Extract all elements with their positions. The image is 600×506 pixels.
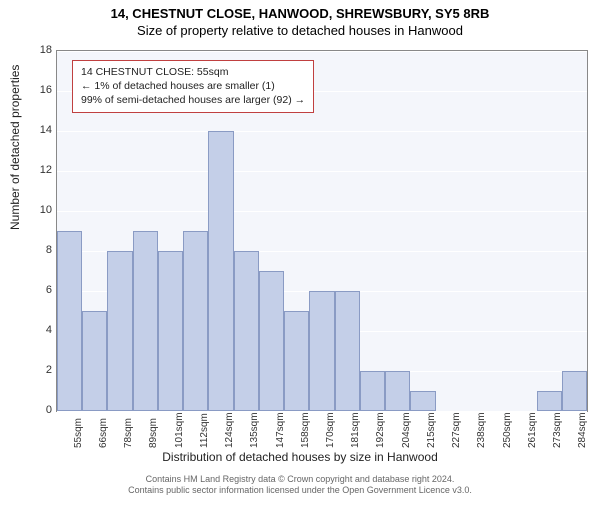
y-tick-label: 16	[28, 84, 52, 96]
x-tick-label: 170sqm	[325, 412, 336, 448]
x-tick-label: 273sqm	[552, 412, 563, 448]
x-tick-label: 112sqm	[199, 413, 210, 448]
info-line-2: ← 1% of detached houses are smaller (1)	[81, 79, 305, 93]
bar	[82, 311, 107, 411]
x-tick-label: 284sqm	[577, 412, 588, 448]
y-tick-label: 6	[28, 284, 52, 296]
x-tick-label: 261sqm	[527, 412, 538, 448]
bar	[410, 391, 435, 411]
x-tick-label: 147sqm	[275, 412, 286, 448]
y-tick-label: 8	[28, 244, 52, 256]
bar	[537, 391, 562, 411]
y-axis-label: Number of detached properties	[8, 65, 22, 230]
bar	[309, 291, 334, 411]
title-address: 14, CHESTNUT CLOSE, HANWOOD, SHREWSBURY,…	[0, 6, 600, 21]
x-tick-label: 250sqm	[502, 412, 513, 448]
bar	[335, 291, 360, 411]
bar	[133, 231, 158, 411]
x-tick-label: 181sqm	[350, 412, 361, 448]
bar	[57, 231, 82, 411]
bar	[107, 251, 132, 411]
x-tick-label: 192sqm	[375, 412, 386, 448]
x-tick-label: 124sqm	[224, 412, 235, 448]
x-tick-label: 78sqm	[123, 418, 134, 448]
info-box: 14 CHESTNUT CLOSE: 55sqm ← 1% of detache…	[72, 60, 314, 113]
footer-line-2: Contains public sector information licen…	[0, 485, 600, 496]
y-tick-label: 12	[28, 164, 52, 176]
grid-line	[57, 211, 587, 212]
bar	[158, 251, 183, 411]
x-tick-label: 158sqm	[300, 412, 311, 448]
bar	[284, 311, 309, 411]
x-tick-label: 66sqm	[98, 418, 109, 448]
bar	[562, 371, 587, 411]
x-axis-label: Distribution of detached houses by size …	[0, 450, 600, 464]
bar	[208, 131, 233, 411]
footer-attribution: Contains HM Land Registry data © Crown c…	[0, 474, 600, 497]
grid-line	[57, 131, 587, 132]
x-tick-label: 89sqm	[148, 418, 159, 448]
x-tick-label: 238sqm	[476, 412, 487, 448]
grid-line	[57, 51, 587, 52]
info-line-1: 14 CHESTNUT CLOSE: 55sqm	[81, 65, 305, 79]
x-tick-label: 55sqm	[73, 418, 84, 448]
y-tick-label: 14	[28, 124, 52, 136]
bar	[183, 231, 208, 411]
y-tick-label: 2	[28, 364, 52, 376]
y-tick-label: 18	[28, 44, 52, 56]
y-tick-label: 10	[28, 204, 52, 216]
title-subtitle: Size of property relative to detached ho…	[0, 23, 600, 38]
x-tick-label: 204sqm	[401, 412, 412, 448]
bar	[259, 271, 284, 411]
bar	[385, 371, 410, 411]
x-tick-label: 227sqm	[451, 412, 462, 448]
bar	[360, 371, 385, 411]
x-tick-label: 101sqm	[174, 412, 185, 448]
x-tick-label: 215sqm	[426, 412, 437, 448]
bar	[234, 251, 259, 411]
y-tick-label: 4	[28, 324, 52, 336]
x-tick-label: 135sqm	[249, 412, 260, 448]
y-tick-label: 0	[28, 404, 52, 416]
footer-line-1: Contains HM Land Registry data © Crown c…	[0, 474, 600, 485]
info-line-3: 99% of semi-detached houses are larger (…	[81, 93, 305, 107]
grid-line	[57, 171, 587, 172]
